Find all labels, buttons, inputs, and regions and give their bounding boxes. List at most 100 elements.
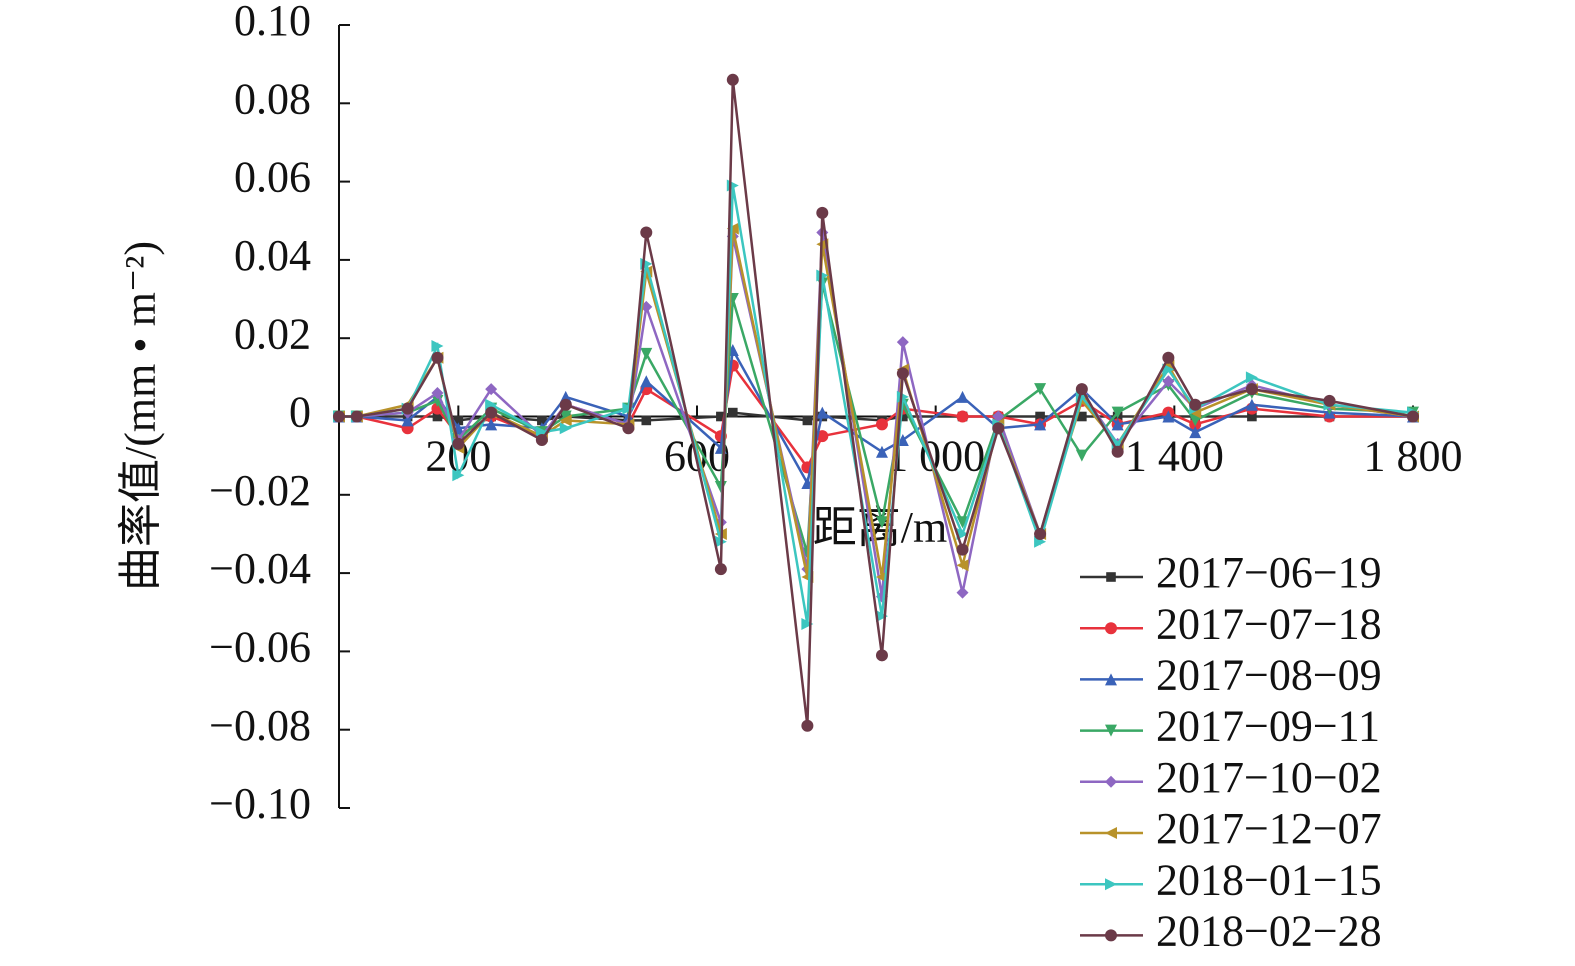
y-tick-label: 0.02 bbox=[234, 309, 311, 358]
marker bbox=[956, 390, 969, 403]
marker bbox=[896, 433, 909, 446]
legend-marker bbox=[1105, 673, 1117, 686]
marker bbox=[431, 340, 444, 353]
marker bbox=[641, 415, 652, 426]
y-tick-label: −0.04 bbox=[209, 544, 311, 593]
marker bbox=[485, 383, 498, 396]
marker bbox=[1075, 383, 1088, 396]
marker bbox=[1407, 410, 1419, 423]
y-tick-label: 0.08 bbox=[234, 74, 311, 123]
marker bbox=[453, 415, 464, 426]
marker bbox=[559, 410, 572, 423]
marker bbox=[640, 226, 653, 239]
marker bbox=[559, 422, 572, 435]
marker bbox=[401, 414, 414, 427]
marker bbox=[1162, 363, 1175, 376]
marker bbox=[956, 586, 969, 599]
marker bbox=[816, 206, 829, 219]
y-tick-label: 0.04 bbox=[234, 231, 311, 280]
marker bbox=[1111, 406, 1124, 419]
marker bbox=[728, 407, 738, 418]
marker bbox=[1323, 394, 1336, 407]
x-tick-label: 1 400 bbox=[1125, 432, 1224, 481]
legend-label: 2018−02−28 bbox=[1156, 906, 1382, 955]
marker bbox=[640, 347, 653, 360]
marker bbox=[1034, 527, 1047, 540]
y-tick-label: −0.10 bbox=[209, 779, 311, 828]
marker bbox=[559, 414, 572, 427]
marker bbox=[333, 410, 345, 423]
legend-label: 2017−10−02 bbox=[1156, 753, 1382, 802]
marker bbox=[956, 516, 969, 529]
marker bbox=[956, 410, 969, 423]
legend-marker bbox=[1105, 929, 1117, 942]
legend-marker bbox=[1105, 827, 1117, 839]
marker bbox=[716, 411, 726, 422]
marker bbox=[1034, 383, 1047, 396]
marker bbox=[896, 367, 909, 380]
legend-label: 2017−08−09 bbox=[1156, 650, 1382, 699]
y-tick-label: −0.02 bbox=[209, 466, 311, 515]
y-tick-label: 0 bbox=[289, 388, 311, 437]
marker bbox=[1245, 371, 1258, 384]
marker bbox=[1162, 375, 1175, 388]
marker bbox=[875, 610, 888, 623]
legend-marker bbox=[1105, 775, 1117, 788]
marker bbox=[726, 73, 739, 86]
marker bbox=[1162, 351, 1175, 364]
marker bbox=[1189, 414, 1202, 427]
y-tick-label: −0.06 bbox=[209, 622, 311, 671]
marker bbox=[1077, 411, 1087, 422]
marker bbox=[875, 418, 888, 431]
marker bbox=[622, 422, 635, 435]
legend-marker bbox=[1105, 724, 1117, 737]
marker bbox=[898, 411, 908, 422]
marker bbox=[1247, 411, 1257, 422]
legend-marker bbox=[1106, 572, 1116, 582]
series-line bbox=[339, 79, 1414, 726]
marker bbox=[875, 445, 888, 458]
marker bbox=[714, 480, 727, 493]
marker bbox=[726, 222, 739, 235]
marker bbox=[801, 719, 814, 732]
marker bbox=[401, 402, 414, 415]
marker bbox=[622, 402, 635, 415]
marker bbox=[432, 411, 443, 422]
marker bbox=[875, 516, 888, 529]
legend-marker bbox=[1105, 878, 1117, 891]
marker bbox=[816, 406, 829, 419]
marker bbox=[1075, 449, 1088, 462]
legend-label: 2017−09−11 bbox=[1156, 702, 1380, 751]
marker bbox=[452, 469, 465, 482]
marker bbox=[1162, 410, 1175, 423]
marker bbox=[431, 351, 444, 364]
marker bbox=[559, 398, 572, 411]
marker bbox=[452, 437, 465, 450]
marker bbox=[537, 415, 547, 426]
legend-label: 2017−06−19 bbox=[1156, 548, 1382, 597]
marker bbox=[992, 410, 1005, 423]
marker bbox=[802, 415, 813, 426]
marker bbox=[1034, 418, 1047, 431]
marker bbox=[1245, 398, 1258, 411]
marker bbox=[896, 336, 909, 349]
marker bbox=[535, 433, 548, 446]
y-axis-label: 曲率值/(mm • m⁻²) bbox=[116, 241, 165, 591]
marker bbox=[350, 410, 363, 423]
marker bbox=[1189, 426, 1202, 439]
marker bbox=[1245, 383, 1258, 396]
marker bbox=[1111, 418, 1124, 431]
marker bbox=[956, 559, 969, 572]
marker bbox=[640, 375, 653, 388]
y-tick-label: 0.06 bbox=[234, 153, 311, 202]
marker bbox=[485, 418, 498, 431]
legend-label: 2017−07−18 bbox=[1156, 599, 1382, 648]
marker bbox=[485, 406, 498, 419]
marker bbox=[801, 617, 814, 630]
marker bbox=[875, 649, 888, 662]
legend-label: 2018−01−15 bbox=[1156, 855, 1382, 904]
legend-marker bbox=[1105, 622, 1117, 635]
marker bbox=[431, 387, 444, 400]
y-tick-label: −0.08 bbox=[209, 701, 311, 750]
